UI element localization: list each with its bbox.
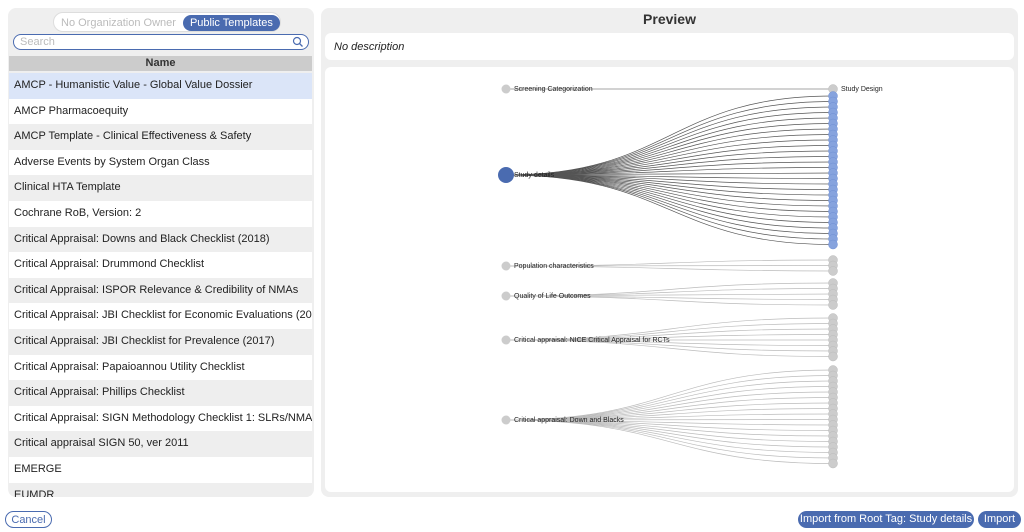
- table-header: Name: [9, 56, 312, 71]
- tree-edge: [505, 391, 834, 421]
- tree-edge: [505, 419, 834, 448]
- tree-edge: [505, 339, 834, 357]
- search-placeholder: Search: [20, 36, 55, 48]
- tree-edge: [505, 174, 834, 201]
- cancel-button[interactable]: Cancel: [5, 511, 52, 528]
- template-row[interactable]: Critical appraisal SIGN 50, ver 2011: [9, 431, 312, 457]
- template-row[interactable]: AMCP Pharmacoequity: [9, 98, 312, 125]
- tree-root-label: Study details: [514, 172, 555, 179]
- tree-leaf: [828, 351, 838, 362]
- template-row[interactable]: Critical Appraisal: Downs and Black Chec…: [9, 226, 312, 253]
- tree-edge: [505, 174, 834, 212]
- template-row[interactable]: Critical Appraisal: Drummond Checklist: [9, 252, 312, 278]
- tree-edge: [505, 174, 834, 240]
- import-button[interactable]: Import: [978, 511, 1021, 528]
- tree-leaf: [828, 300, 838, 310]
- template-row[interactable]: Critical Appraisal: Papaioannou Utility …: [9, 354, 312, 381]
- owner-toggle: No Organization Owner Public Templates: [53, 12, 281, 32]
- template-row[interactable]: AMCP - Humanistic Value - Global Value D…: [9, 73, 312, 99]
- template-row[interactable]: Critical Appraisal: JBI Checklist for Pr…: [9, 329, 312, 355]
- search-icon: [292, 36, 303, 47]
- tree-root-label: Population characteristics: [514, 263, 594, 270]
- template-row[interactable]: Critical Appraisal: ISPOR Relevance & Cr…: [9, 277, 312, 304]
- tree-leaf: [828, 458, 838, 469]
- tree-root-label: Critical appraisal: Down and Blacks: [514, 417, 624, 424]
- tree-diagram: Screening Categorization Study details Pop…: [498, 84, 883, 469]
- search-box[interactable]: Search: [13, 34, 309, 50]
- tree-edge: [505, 174, 834, 179]
- tree-root-node: [501, 261, 511, 271]
- template-row[interactable]: Adverse Events by System Organ Class: [9, 149, 312, 176]
- tree-root-node: [501, 335, 511, 345]
- template-row[interactable]: Clinical HTA Template: [9, 175, 312, 201]
- template-row[interactable]: Critical Appraisal: Phillips Checklist: [9, 380, 312, 406]
- import-root-button[interactable]: Import from Root Tag: Study details: [798, 511, 974, 528]
- tree-root-node: [498, 167, 514, 183]
- tree-edge: [505, 174, 834, 245]
- tree-edge: [505, 386, 834, 421]
- tree-edge: [505, 265, 834, 272]
- tree-edge: [505, 174, 834, 229]
- tree-edge: [505, 295, 834, 306]
- tree-edge: [505, 134, 834, 176]
- template-row[interactable]: EMERGE: [9, 457, 312, 483]
- tree-root-label: Screening Categorization: [514, 86, 593, 93]
- description-box: No description: [325, 33, 1014, 60]
- template-row[interactable]: EUMDR: [9, 482, 312, 497]
- tree-root-label: Critical appraisal: NICE Critical Apprai…: [514, 337, 670, 344]
- tree-edge: [505, 145, 834, 176]
- tree-edge: [505, 419, 834, 459]
- tree-edge: [505, 295, 834, 300]
- template-row[interactable]: Cochrane RoB, Version: 2: [9, 201, 312, 227]
- tree-leaf-label: Study Design: [841, 86, 883, 93]
- preview-title: Preview: [643, 11, 696, 27]
- template-row[interactable]: Critical Appraisal: SIGN Methodology Che…: [9, 405, 312, 432]
- template-panel: No Organization Owner Public Templates Se…: [8, 8, 314, 497]
- tree-box: Screening Categorization Study details Pop…: [325, 67, 1014, 492]
- tree-leaf: [828, 266, 838, 276]
- tree-edge: [505, 419, 834, 464]
- tree-root-node: [501, 84, 511, 94]
- tree-edge: [505, 369, 834, 421]
- preview-panel: Preview No description Screening Categor…: [321, 8, 1018, 497]
- tree-root-node: [501, 291, 511, 301]
- tree-leaf: [828, 239, 838, 250]
- template-row[interactable]: Critical Appraisal: JBI Checklist for Ec…: [9, 303, 312, 329]
- template-row[interactable]: AMCP Template - Clinical Effectiveness &…: [9, 124, 312, 150]
- tree-edge: [505, 174, 834, 218]
- tree-edge: [505, 123, 834, 176]
- description: No description: [334, 41, 405, 53]
- tree-root-node: [501, 415, 511, 425]
- toggle-option[interactable]: Public Templates: [182, 15, 280, 31]
- tree-edge: [505, 101, 834, 176]
- tree-root-label: Quality of Life Outcomes: [514, 293, 591, 300]
- toggle-option[interactable]: No Organization Owner: [61, 17, 176, 29]
